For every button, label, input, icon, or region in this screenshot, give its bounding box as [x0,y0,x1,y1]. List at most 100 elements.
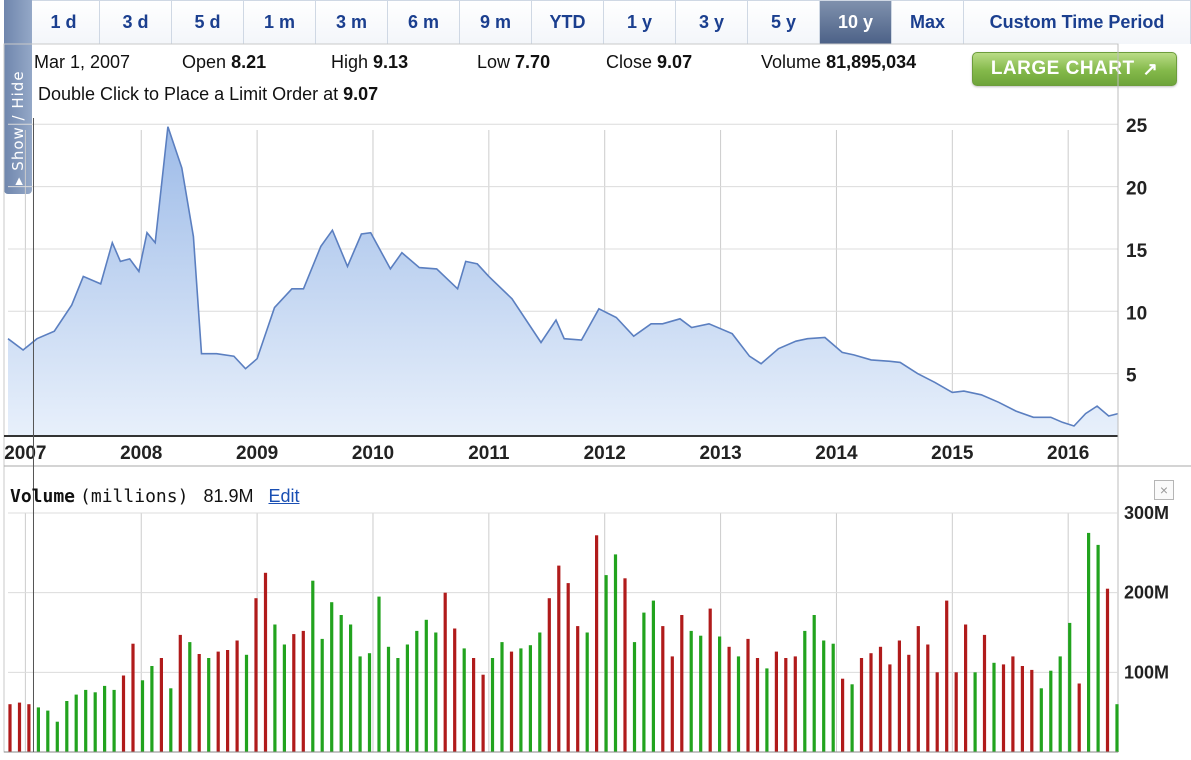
volume-bar [576,626,580,752]
volume-bar [424,619,428,752]
volume-bar [736,656,741,752]
tab-max[interactable]: Max [892,0,964,44]
volume-edit-link[interactable]: Edit [268,486,300,506]
volume-bar [320,638,324,752]
volume-bar [8,704,12,752]
price-x-tick: 2014 [815,443,858,464]
volume-bar [699,635,703,752]
volume-bar [349,624,353,752]
volume-quote: Volume 81,895,034 [761,52,916,73]
volume-bar [519,648,523,752]
volume-bar [803,630,807,752]
volume-bar [907,654,911,752]
volume-bar [311,580,315,752]
volume-bar [292,634,296,752]
volume-bar [358,656,362,752]
tab-5-y[interactable]: 5 y [748,0,820,44]
volume-bar [538,632,542,752]
volume-bar [244,654,249,752]
volume-bar [613,554,618,752]
volume-bar [623,578,627,752]
volume-bar [197,654,201,752]
show-hide-panel-tab[interactable]: ▸ Show / Hide [4,0,32,194]
volume-bar [207,658,211,752]
volume-bar [367,653,372,752]
price-x-tick: 2010 [352,443,394,464]
close-quote: Close 9.07 [606,52,692,73]
volume-bar [140,680,145,752]
volume-bar [472,658,476,752]
volume-bar [661,626,665,752]
volume-bar [65,701,69,752]
tab-1-d[interactable]: 1 d [28,0,100,44]
volume-bar [793,656,797,752]
tab-6-m[interactable]: 6 m [388,0,460,44]
price-x-tick: 2012 [584,443,626,464]
tab-9-m[interactable]: 9 m [460,0,532,44]
volume-bar [500,642,504,752]
volume-bar [386,646,391,752]
tab-10-y[interactable]: 10 y [820,0,892,44]
volume-bar [263,572,268,753]
tab-5-d[interactable]: 5 d [172,0,244,44]
close-volume-panel-icon[interactable]: × [1154,480,1174,500]
volume-bar [17,702,22,752]
volume-bar [718,636,722,752]
tab-custom-time-period[interactable]: Custom Time Period [964,0,1191,44]
volume-bar [822,640,826,752]
tab-3-d[interactable]: 3 d [100,0,172,44]
volume-y-tick: 100M [1124,662,1169,682]
price-x-tick: 2008 [120,443,162,464]
volume-bar [547,598,551,752]
arrow-up-right-icon: ↗ [1142,58,1159,79]
volume-bar [926,644,930,752]
volume-unit: (millions) [80,486,189,507]
volume-bar [1039,688,1043,752]
volume-bar [103,685,107,752]
volume-current-value: 81.9M [203,486,254,506]
tab-1-m[interactable]: 1 m [244,0,316,44]
price-area [8,126,1118,436]
volume-value: 81,895,034 [826,52,917,72]
volume-bar [850,684,854,752]
volume-bar [1049,670,1053,752]
volume-label: Volume [761,52,822,72]
high-value: 9.13 [373,52,409,72]
price-line [7,126,1119,427]
volume-bar [1115,704,1119,752]
volume-bar [604,575,608,752]
volume-bar [784,658,788,752]
volume-bar [869,653,873,752]
limit-order-value: 9.07 [343,84,379,104]
volume-bar [84,689,88,752]
close-value: 9.07 [657,52,693,72]
volume-bar [405,644,409,752]
volume-bar [585,632,589,752]
high-quote: High 9.13 [331,52,408,73]
volume-title: Volume [10,486,76,507]
volume-bar [992,662,996,752]
volume-bar [841,678,845,752]
volume-y-tick: 200M [1124,583,1169,603]
volume-bar [462,648,466,752]
volume-bar [169,688,173,752]
volume-bar [377,596,381,752]
volume-bar [178,634,182,752]
volume-bar [415,630,419,752]
price-y-tick: 25 [1126,116,1148,137]
volume-y-tick: 300M [1124,503,1169,523]
tab-1-y[interactable]: 1 y [604,0,676,44]
volume-bar [746,638,750,752]
volume-bar [1105,588,1110,752]
volume-bar [112,689,116,752]
tab-3-y[interactable]: 3 y [676,0,748,44]
large-chart-button[interactable]: LARGE CHART ↗ [972,52,1177,86]
tab-3-m[interactable]: 3 m [316,0,388,44]
volume-bar [897,640,901,752]
volume-bar [935,672,939,752]
volume-bar [339,615,343,752]
tab-ytd[interactable]: YTD [532,0,604,44]
volume-bar [396,658,400,752]
low-quote: Low 7.70 [477,52,550,73]
